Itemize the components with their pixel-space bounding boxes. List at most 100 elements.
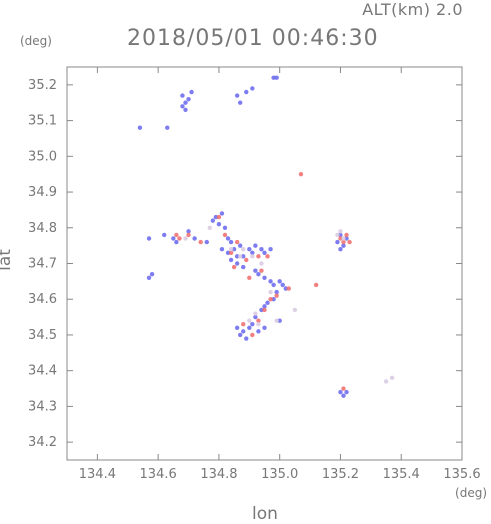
data-point xyxy=(237,254,243,259)
data-point xyxy=(234,261,240,266)
data-point xyxy=(234,254,240,259)
data-point xyxy=(274,318,279,323)
data-point xyxy=(256,318,261,323)
data-point xyxy=(146,275,152,280)
data-point xyxy=(274,289,279,295)
data-point xyxy=(228,250,234,255)
data-point xyxy=(286,286,292,291)
y-tick-label: 35.1 xyxy=(28,114,57,129)
data-point xyxy=(341,393,346,398)
data-point xyxy=(259,261,264,266)
data-point xyxy=(228,257,234,263)
data-point xyxy=(216,214,222,220)
data-point xyxy=(253,268,258,273)
data-point xyxy=(298,171,304,177)
data-point xyxy=(271,75,276,80)
data-point xyxy=(174,232,179,238)
y-tick-label: 35.2 xyxy=(28,78,57,93)
data-point xyxy=(237,100,243,105)
data-point xyxy=(244,89,249,95)
data-point xyxy=(180,93,185,98)
data-point xyxy=(146,236,152,241)
data-point xyxy=(241,322,246,327)
data-point xyxy=(259,307,264,313)
data-point xyxy=(256,329,261,334)
data-point xyxy=(241,254,246,259)
data-point xyxy=(338,232,343,238)
data-point xyxy=(271,282,276,288)
data-point xyxy=(250,254,255,259)
data-point xyxy=(338,389,343,395)
data-point xyxy=(231,247,237,252)
data-point xyxy=(344,232,349,238)
data-point xyxy=(244,257,249,263)
data-point xyxy=(213,214,219,220)
data-point xyxy=(177,236,182,241)
plot-frame xyxy=(66,66,463,461)
data-point xyxy=(262,325,267,331)
data-point xyxy=(189,89,194,95)
data-point xyxy=(228,239,234,245)
data-point xyxy=(241,329,246,334)
x-tick-label: 135.0 xyxy=(261,467,298,482)
data-point xyxy=(344,389,349,395)
data-point xyxy=(137,125,143,130)
data-point xyxy=(231,264,237,270)
data-point xyxy=(259,247,264,252)
data-point xyxy=(335,239,340,245)
data-point xyxy=(335,232,340,238)
data-point xyxy=(277,279,282,284)
data-point xyxy=(265,300,270,305)
data-point xyxy=(149,272,155,277)
altitude-label: ALT(km) 2.0 xyxy=(362,0,463,19)
data-point xyxy=(268,279,273,284)
data-point xyxy=(341,236,346,241)
data-point xyxy=(207,225,213,230)
data-point xyxy=(237,332,243,338)
data-point xyxy=(274,75,279,80)
data-point xyxy=(165,125,170,130)
y-tick-label: 34.3 xyxy=(28,399,57,414)
data-point xyxy=(338,229,343,234)
data-point xyxy=(247,275,252,280)
data-point xyxy=(186,229,191,234)
data-point xyxy=(262,304,267,309)
data-point xyxy=(219,211,225,216)
y-tick-label: 34.9 xyxy=(28,185,57,200)
data-point xyxy=(234,325,240,331)
y-tick-label: 34.5 xyxy=(28,328,57,343)
data-point xyxy=(186,232,191,238)
data-point xyxy=(250,86,255,91)
y-tick-label: 35.0 xyxy=(28,149,57,164)
data-point xyxy=(183,236,188,241)
x-axis-label: lon xyxy=(252,504,278,524)
data-point xyxy=(268,247,273,252)
data-point xyxy=(171,236,176,241)
data-point xyxy=(256,254,261,259)
data-point xyxy=(262,250,267,255)
data-point xyxy=(389,375,395,381)
data-point xyxy=(271,297,276,302)
data-point xyxy=(225,250,231,255)
data-point xyxy=(253,314,258,320)
x-tick-label: 134.4 xyxy=(79,467,116,482)
data-point xyxy=(262,307,267,313)
data-point xyxy=(338,247,343,252)
data-point xyxy=(186,96,191,102)
data-point xyxy=(280,282,285,288)
y-tick-label: 34.8 xyxy=(28,221,57,236)
data-point xyxy=(198,239,203,245)
data-point xyxy=(250,332,255,338)
data-point xyxy=(192,236,197,241)
data-point xyxy=(222,232,228,238)
data-point xyxy=(225,236,231,241)
data-point xyxy=(259,268,264,273)
y-tick-label: 34.2 xyxy=(28,435,57,450)
data-point xyxy=(256,272,261,277)
data-point xyxy=(253,243,258,248)
data-point xyxy=(247,247,252,252)
data-point xyxy=(262,275,267,280)
y-tick-label: 34.7 xyxy=(28,257,57,272)
